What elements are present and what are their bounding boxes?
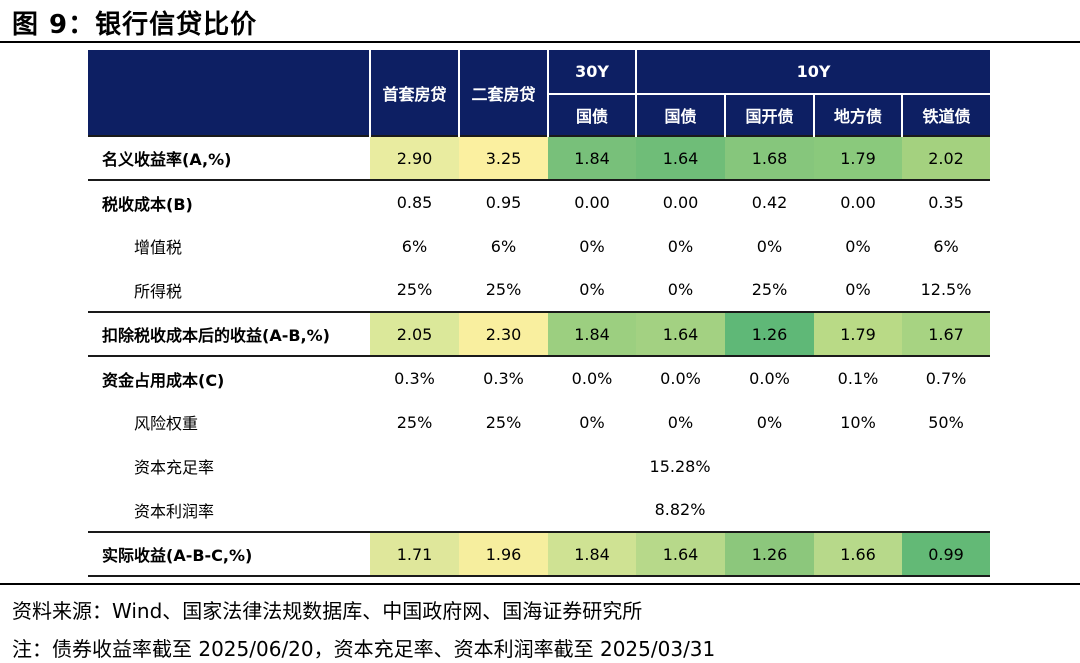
table-cell: 0%	[579, 280, 605, 299]
table-cell: 1.66	[814, 531, 902, 577]
table-cell: 1.68	[725, 135, 814, 181]
footnote: 注：债券收益率截至 2025/06/20，资本充足率、资本利润率截至 2025/…	[12, 637, 716, 661]
table-cell: 1.79	[814, 135, 902, 181]
table-cell: 0.85	[396, 193, 433, 212]
row-label-vat: 增值税	[134, 238, 183, 257]
table-cell: 25%	[751, 280, 788, 299]
table-cell: 0%	[756, 236, 783, 256]
table-cell: 0.3%	[394, 369, 435, 388]
table-cell: 0%	[579, 412, 605, 432]
table-cell: 0.42	[751, 193, 788, 212]
table-cell: 0.0%	[749, 369, 790, 388]
header-corner	[88, 50, 370, 136]
table-cell: 6%	[933, 236, 959, 256]
row-label-actual-yield: 实际收益(A-B-C,%)	[88, 531, 370, 577]
price-comparison-table: 首套房贷 二套房贷 30Y 10Y 国债 国债 国开债 地方债 铁道债 名义收益…	[88, 50, 991, 577]
table-cell: 2.05	[370, 311, 459, 357]
table-cell: 1.64	[636, 531, 725, 577]
table-cell: 25%	[485, 412, 522, 432]
table-cell: 2.02	[902, 135, 991, 181]
header-first-home-loan: 首套房贷	[369, 50, 459, 136]
table-cell: 0%	[667, 280, 694, 299]
row-label-tax-cost: 税收成本(B)	[102, 194, 193, 214]
table-cell: 2.90	[370, 135, 459, 181]
table-cell: 6%	[401, 236, 428, 256]
header-group-30y: 30Y	[547, 50, 636, 94]
table-cell: 0.3%	[483, 369, 524, 388]
source-note: 资料来源：Wind、国家法律法规数据库、中国政府网、国海证券研究所	[12, 599, 643, 623]
row-label-income-tax: 所得税	[134, 281, 183, 301]
table-row: 增值税 6% 6% 0% 0% 0% 0% 6%	[88, 224, 990, 268]
table-cell: 1.84	[548, 531, 636, 577]
table-cell: 0.00	[840, 193, 876, 212]
table-cell: 1.64	[636, 311, 725, 357]
title-rule	[0, 41, 1080, 43]
table-cell: 1.79	[814, 311, 902, 357]
table-row: 资本充足率 15.28%	[88, 444, 990, 488]
table-cell: 1.84	[548, 311, 636, 357]
table-row: 风险权重 25% 25% 0% 0% 0% 10% 50%	[88, 400, 990, 444]
table-cell: 0%	[667, 236, 694, 256]
table-cell: 0.35	[928, 193, 964, 212]
table-cell: 1.67	[902, 311, 991, 357]
table-cell: 1.84	[548, 135, 636, 181]
header-local-gov-bond: 地方债	[813, 93, 902, 136]
table-cell: 0.00	[662, 193, 699, 212]
table-cell: 2.30	[459, 311, 548, 357]
capital-profit-rate-value: 8.82%	[654, 500, 706, 519]
row-label-capital-cost: 资金占用成本(C)	[102, 370, 225, 390]
table-cell: 3.25	[459, 135, 548, 181]
table-row: 扣除税收成本后的收益(A-B,%) 2.05 2.30 1.84 1.64 1.…	[88, 311, 991, 357]
bottom-rule	[0, 583, 1080, 585]
table-cell: 0.95	[485, 193, 522, 212]
table-cell: 1.26	[725, 311, 814, 357]
table-cell: 0.0%	[571, 369, 613, 388]
header-second-home-loan: 二套房贷	[458, 50, 548, 136]
table-cell: 0%	[667, 412, 694, 432]
table-cell: 6%	[490, 236, 517, 256]
table-cell: 0.7%	[925, 369, 967, 388]
row-label-nominal-yield: 名义收益率(A,%)	[88, 135, 370, 181]
row-label-capital-adequacy: 资本充足率	[134, 458, 215, 477]
row-label-capital-profit-rate: 资本利润率	[134, 501, 215, 521]
table-cell: 10%	[840, 412, 876, 432]
table-cell: 12.5%	[920, 280, 972, 299]
table-cell: 0%	[579, 236, 605, 256]
table-cell: 0%	[756, 412, 783, 432]
table-cell: 0.0%	[660, 369, 701, 388]
table-cell: 25%	[485, 280, 522, 299]
table-row: 实际收益(A-B-C,%) 1.71 1.96 1.84 1.64 1.26 1…	[88, 531, 991, 577]
table-cell: 0.99	[902, 531, 991, 577]
header-10y-treasury: 国债	[635, 93, 725, 136]
table-cell: 1.71	[370, 531, 459, 577]
header-group-10y: 10Y	[634, 50, 991, 94]
table-cell: 25%	[396, 280, 433, 299]
table-cell: 1.64	[636, 135, 725, 181]
table-row: 资金占用成本(C) 0.3% 0.3% 0.0% 0.0% 0.0% 0.1% …	[88, 356, 990, 400]
header-cdb-bond: 国开债	[724, 93, 814, 136]
capital-adequacy-value: 15.28%	[649, 456, 711, 476]
table-cell: 1.96	[459, 531, 548, 577]
figure-title: 图 9：银行信贷比价	[12, 10, 258, 40]
header-railway-bond: 铁道债	[900, 93, 991, 136]
row-label-after-tax-yield: 扣除税收成本后的收益(A-B,%)	[88, 311, 370, 357]
row-label-risk-weight: 风险权重	[134, 414, 199, 433]
table-cell: 0%	[845, 280, 871, 299]
table-cell: 0.1%	[837, 369, 879, 388]
header-30y-treasury: 国债	[547, 93, 636, 136]
table-cell: 50%	[928, 412, 964, 432]
table-cell: 25%	[396, 412, 433, 432]
table-cell: 0%	[845, 236, 871, 256]
table-row: 资本利润率 8.82%	[88, 488, 990, 532]
table-row: 所得税 25% 25% 0% 0% 25% 0% 12.5%	[88, 268, 990, 312]
table-row: 税收成本(B) 0.85 0.95 0.00 0.00 0.42 0.00 0.…	[88, 180, 990, 224]
table-cell: 1.26	[725, 531, 814, 577]
table-cell: 0.00	[574, 193, 610, 212]
table-row: 名义收益率(A,%) 2.90 3.25 1.84 1.64 1.68 1.79…	[88, 135, 991, 181]
